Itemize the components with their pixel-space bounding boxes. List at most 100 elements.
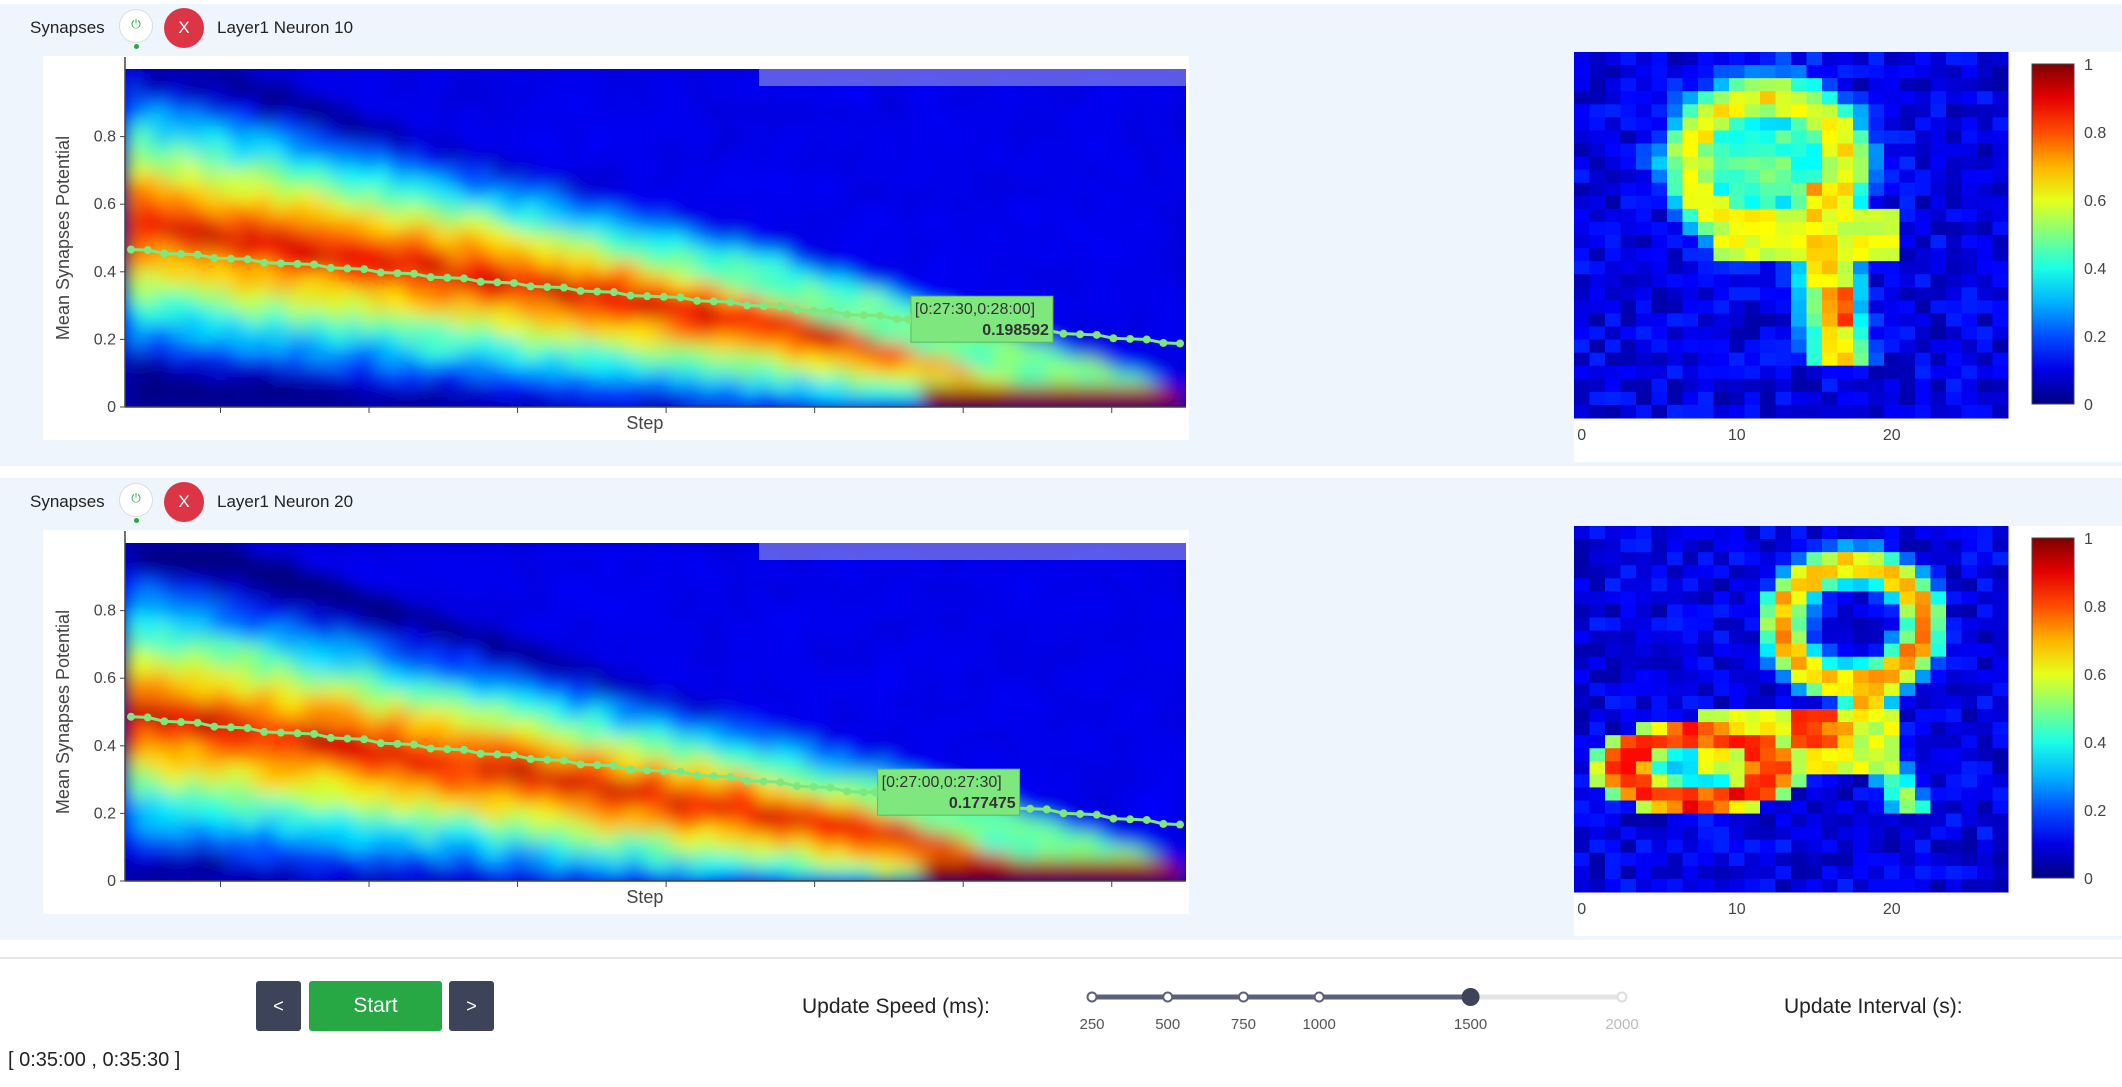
close-button[interactable]: X	[164, 482, 204, 522]
mean-potential-point	[143, 713, 152, 722]
mean-potential-point	[176, 718, 185, 727]
mean-potential-point	[593, 287, 602, 296]
mean-potential-point	[1092, 810, 1101, 819]
mean-potential-point	[576, 286, 585, 295]
colorbar-tick-label: 0.6	[2084, 667, 2106, 684]
mean-potential-point	[376, 268, 385, 277]
y-tick-label: 0	[107, 873, 116, 890]
mean-potential-point	[243, 723, 252, 732]
colorbar-tick-label: 1	[2084, 57, 2093, 74]
mean-potential-point	[793, 782, 802, 791]
mean-potential-point	[343, 734, 352, 743]
slider-handle[interactable]	[1461, 988, 1480, 1006]
mean-potential-point	[526, 282, 535, 291]
mean-potential-point	[559, 283, 568, 292]
mean-potential-point	[360, 265, 369, 274]
y-axis-label: Mean Synapses Potential	[53, 610, 73, 814]
hover-tooltip: [0:27:00,0:27:30] 0.177475	[867, 768, 1021, 816]
weights-image-chart[interactable]: 0 10 20 0 0.2 0.4 0.6 0.8 1	[1574, 52, 2122, 462]
mean-potential-point	[659, 766, 668, 775]
mean-potential-point	[543, 755, 552, 764]
mean-potential-point	[693, 771, 702, 780]
mean-potential-point	[326, 263, 335, 272]
image-x-tick-label: 20	[1883, 427, 1901, 444]
hover-tooltip: [0:27:30,0:28:00] 0.198592	[900, 295, 1054, 343]
synapses-label: Synapses	[30, 492, 105, 511]
panel-header: Synapses ⏻ X Layer1 Neuron 10	[0, 4, 600, 52]
weights-image-chart[interactable]: 0 10 20 0 0.2 0.4 0.6 0.8 1	[1574, 526, 2122, 936]
mean-potential-point	[243, 255, 252, 264]
slider-mark	[1616, 991, 1628, 1003]
previous-button[interactable]: <	[256, 981, 301, 1031]
colorbar	[2031, 537, 2075, 879]
mean-potential-point	[1126, 334, 1135, 343]
weights-heatmap	[1574, 526, 2009, 893]
chart-toolbar[interactable]	[759, 543, 1186, 560]
y-tick-label: 0.8	[94, 129, 116, 146]
mean-potential-point	[876, 311, 885, 320]
slider-mark-label: 500	[1155, 1016, 1180, 1033]
power-icon: ⏻	[131, 491, 141, 505]
panel-title: Layer1 Neuron 10	[217, 18, 354, 37]
mean-potential-point	[509, 751, 518, 760]
status-dot	[134, 518, 139, 523]
synapses-potential-chart[interactable]: 0 0.2 0.4 0.6 0.8 Step Mean Synapses Potential…	[43, 530, 1189, 914]
slider-mark-label: 1500	[1454, 1016, 1487, 1033]
slider-mark-label: 250	[1080, 1016, 1105, 1033]
mean-potential-point	[726, 772, 735, 781]
mean-potential-point	[210, 254, 219, 263]
slider-mark-label: 2000	[1605, 1016, 1638, 1033]
mean-potential-point	[793, 306, 802, 315]
mean-potential-point	[659, 292, 668, 301]
mean-potential-point	[743, 301, 752, 310]
mean-potential-point	[576, 760, 585, 769]
mean-potential-point	[493, 750, 502, 759]
mean-potential-point	[643, 766, 652, 775]
mean-potential-point	[276, 259, 285, 268]
mean-potential-point	[826, 307, 835, 316]
y-tick-label: 0.6	[94, 670, 116, 687]
power-toggle-button[interactable]: ⏻	[119, 483, 153, 523]
mean-potential-point	[293, 259, 302, 268]
mean-potential-point	[1159, 819, 1168, 828]
update-speed-slider[interactable]: 250 500 750 1000 1500 2000	[1079, 977, 1660, 1047]
colorbar-tick-label: 1	[2084, 531, 2093, 548]
y-tick-label: 0.8	[94, 603, 116, 620]
mean-potential-point	[776, 778, 785, 787]
power-toggle-button[interactable]: ⏻	[119, 9, 153, 49]
mean-potential-point	[460, 274, 469, 283]
y-tick-label: 0.4	[94, 264, 116, 281]
mean-potential-point	[1076, 809, 1085, 818]
mean-potential-point	[376, 739, 385, 748]
colorbar-tick-label: 0.8	[2084, 599, 2106, 616]
synapses-potential-chart[interactable]: 0 0.2 0.4 0.6 0.8 Step Mean Synapses Potential…	[43, 56, 1189, 440]
tooltip-range: [0:27:30,0:28:00]	[915, 301, 1035, 318]
neuron-panel-1: Synapses ⏻ X Layer1 Neuron 10 0 0.2 0.4 0.6…	[0, 4, 2122, 466]
tooltip-range: [0:27:00,0:27:30]	[882, 774, 1002, 791]
mean-potential-point	[743, 776, 752, 785]
close-button[interactable]: X	[164, 8, 204, 48]
mean-potential-point	[310, 729, 319, 738]
y-tick-label: 0.2	[94, 805, 116, 822]
mean-potential-point	[609, 761, 618, 770]
mean-potential-point	[193, 718, 202, 727]
y-axis-label: Mean Synapses Potential	[53, 136, 73, 340]
mean-potential-point	[1176, 820, 1184, 829]
mean-potential-point	[426, 744, 435, 753]
mean-potential-point	[1026, 804, 1035, 813]
colorbar-tick-label: 0.8	[2084, 125, 2106, 142]
mean-potential-point	[559, 756, 568, 765]
tooltip-value: 0.198592	[982, 322, 1049, 339]
mean-potential-point	[842, 787, 851, 796]
mean-potential-point	[393, 269, 402, 278]
mean-potential-point	[809, 306, 818, 315]
heatmap	[125, 69, 1186, 407]
chart-toolbar[interactable]	[759, 69, 1186, 86]
next-button[interactable]: >	[449, 981, 494, 1031]
mean-potential-point	[726, 297, 735, 306]
start-button[interactable]: Start	[309, 981, 442, 1031]
mean-potential-point	[859, 788, 868, 797]
mean-potential-point	[676, 767, 685, 776]
mean-potential-point	[892, 315, 901, 324]
image-x-tick-label: 10	[1728, 427, 1746, 444]
